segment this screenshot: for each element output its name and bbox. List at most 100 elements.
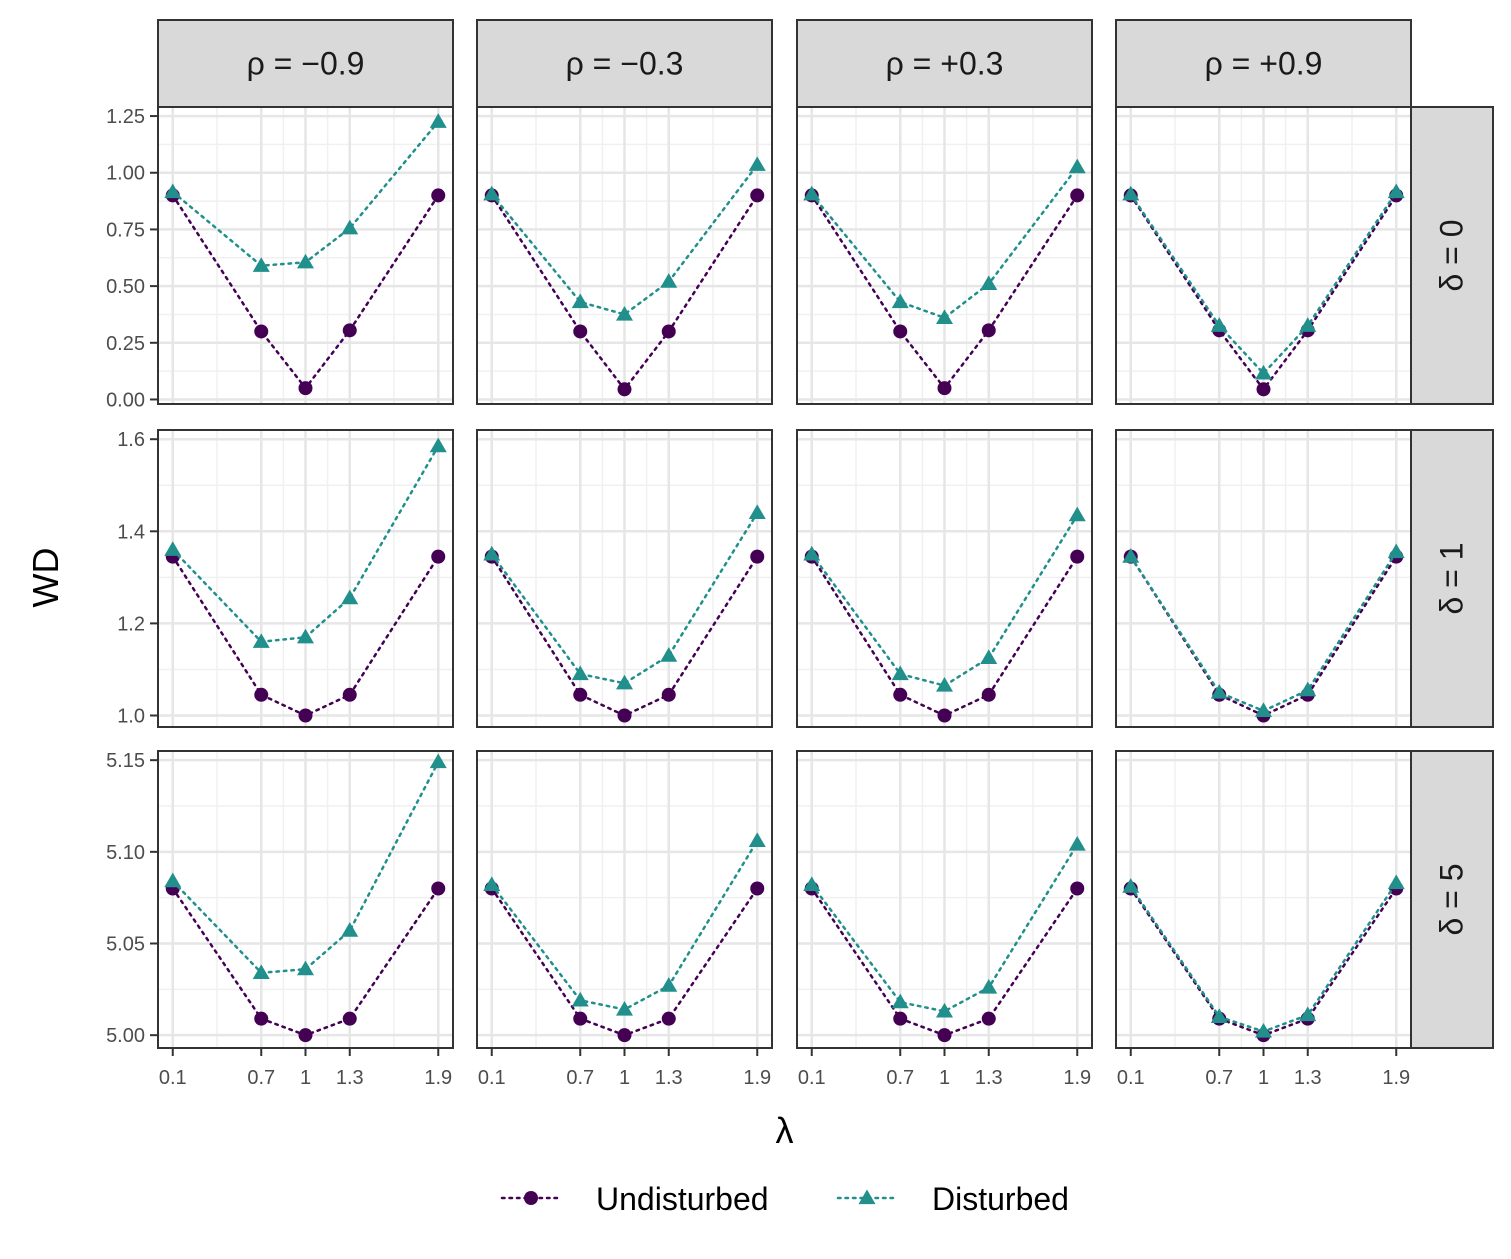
panel-border	[157, 429, 454, 728]
point-disturbed	[891, 293, 909, 309]
x-tick-label: 1	[619, 1067, 630, 1089]
point-undisturbed	[298, 381, 313, 396]
x-tick-label: 0.7	[886, 1067, 914, 1089]
point-undisturbed	[254, 687, 269, 702]
point-undisturbed	[893, 324, 908, 339]
panel-1-1	[157, 106, 454, 405]
point-disturbed	[1122, 548, 1140, 563]
x-tick-label: 1	[1258, 1067, 1269, 1089]
y-tick-label: 5.05	[106, 934, 145, 956]
legend: Undisturbed Disturbed	[500, 1181, 1069, 1217]
x-tick-label: 1.9	[1063, 1067, 1091, 1089]
point-disturbed	[483, 545, 501, 561]
point-undisturbed	[1070, 881, 1085, 896]
point-disturbed	[341, 589, 359, 605]
point-disturbed	[297, 253, 314, 269]
point-disturbed	[1210, 317, 1228, 332]
point-disturbed	[1068, 506, 1086, 522]
point-disturbed	[980, 979, 998, 994]
point-undisturbed	[981, 687, 996, 702]
panel-2-3	[796, 429, 1093, 728]
point-disturbed	[571, 991, 589, 1007]
row-strip-1	[1409, 106, 1494, 405]
y-tick-label: 1.4	[117, 521, 145, 543]
point-disturbed	[1122, 185, 1140, 201]
point-disturbed	[936, 677, 953, 692]
series-line-disturbed	[1129, 190, 1398, 376]
point-disturbed	[164, 183, 182, 199]
point-disturbed	[571, 293, 589, 309]
legend-key-circle	[524, 1191, 538, 1205]
point-undisturbed	[431, 188, 446, 203]
point-disturbed	[803, 876, 821, 891]
y-tick-label: 5.00	[106, 1025, 145, 1047]
point-undisturbed	[661, 1011, 676, 1026]
legend-item-undisturbed: Undisturbed	[500, 1181, 769, 1217]
y-tick-label: 0.50	[106, 276, 145, 298]
panel-border	[157, 106, 454, 405]
point-disturbed	[429, 753, 447, 769]
y-tick-label: 5.10	[106, 842, 145, 864]
y-tick-label: 5.15	[106, 750, 145, 772]
panel-3-2	[476, 750, 773, 1049]
legend-key-triangle	[858, 1189, 876, 1205]
panel-border	[796, 429, 1093, 728]
row-strip-label: δ = 1	[1434, 542, 1470, 614]
point-undisturbed	[981, 323, 996, 338]
panel-2-1	[157, 429, 454, 728]
y-tick-label: 1.00	[106, 163, 145, 185]
point-disturbed	[980, 275, 998, 290]
x-tick-label: 0.1	[159, 1067, 187, 1089]
column-strip-3	[796, 19, 1093, 108]
y-tick-label: 0.75	[106, 219, 145, 241]
point-disturbed	[1255, 364, 1272, 380]
point-undisturbed	[573, 1011, 588, 1026]
point-undisturbed	[937, 708, 952, 723]
point-disturbed	[252, 257, 270, 272]
point-disturbed	[164, 872, 182, 888]
column-strip-label: ρ = +0.3	[886, 46, 1004, 82]
x-tick-label: 1	[300, 1067, 311, 1089]
point-undisturbed	[617, 382, 632, 397]
point-undisturbed	[617, 1028, 632, 1043]
legend-label: Disturbed	[932, 1181, 1069, 1217]
point-disturbed	[616, 305, 633, 321]
point-disturbed	[164, 541, 182, 556]
x-tick-label: 1.9	[743, 1067, 771, 1089]
point-disturbed	[936, 309, 953, 324]
point-undisturbed	[298, 708, 313, 723]
panel-border	[796, 106, 1093, 405]
point-disturbed	[341, 219, 359, 235]
point-disturbed	[1299, 681, 1317, 697]
point-disturbed	[891, 665, 909, 681]
x-tick-label: 0.1	[1117, 1067, 1145, 1089]
point-disturbed	[936, 1002, 953, 1018]
point-disturbed	[341, 922, 359, 937]
row-strip-3	[1409, 750, 1494, 1049]
point-undisturbed	[893, 1011, 908, 1026]
point-disturbed	[429, 113, 447, 128]
x-tick-label: 1.3	[655, 1067, 683, 1089]
point-disturbed	[616, 674, 633, 690]
point-disturbed	[1210, 683, 1228, 699]
point-undisturbed	[981, 1011, 996, 1026]
panel-3-3	[796, 750, 1093, 1049]
point-undisturbed	[750, 549, 765, 564]
point-undisturbed	[298, 1028, 313, 1043]
panel-2-2	[476, 429, 773, 728]
x-tick-label: 0.7	[566, 1067, 594, 1089]
point-undisturbed	[937, 381, 952, 396]
point-disturbed	[297, 960, 314, 976]
legend-item-disturbed: Disturbed	[836, 1181, 1069, 1217]
x-tick-label: 1.9	[424, 1067, 452, 1089]
point-undisturbed	[573, 687, 588, 702]
column-strip-1	[157, 19, 454, 108]
panel-border	[476, 106, 773, 405]
y-tick-label: 0.00	[106, 389, 145, 411]
point-disturbed	[1299, 1006, 1317, 1022]
point-disturbed	[1387, 874, 1405, 890]
point-undisturbed	[661, 687, 676, 702]
column-strip-label: ρ = −0.3	[566, 46, 684, 82]
panel-border	[1115, 429, 1412, 728]
